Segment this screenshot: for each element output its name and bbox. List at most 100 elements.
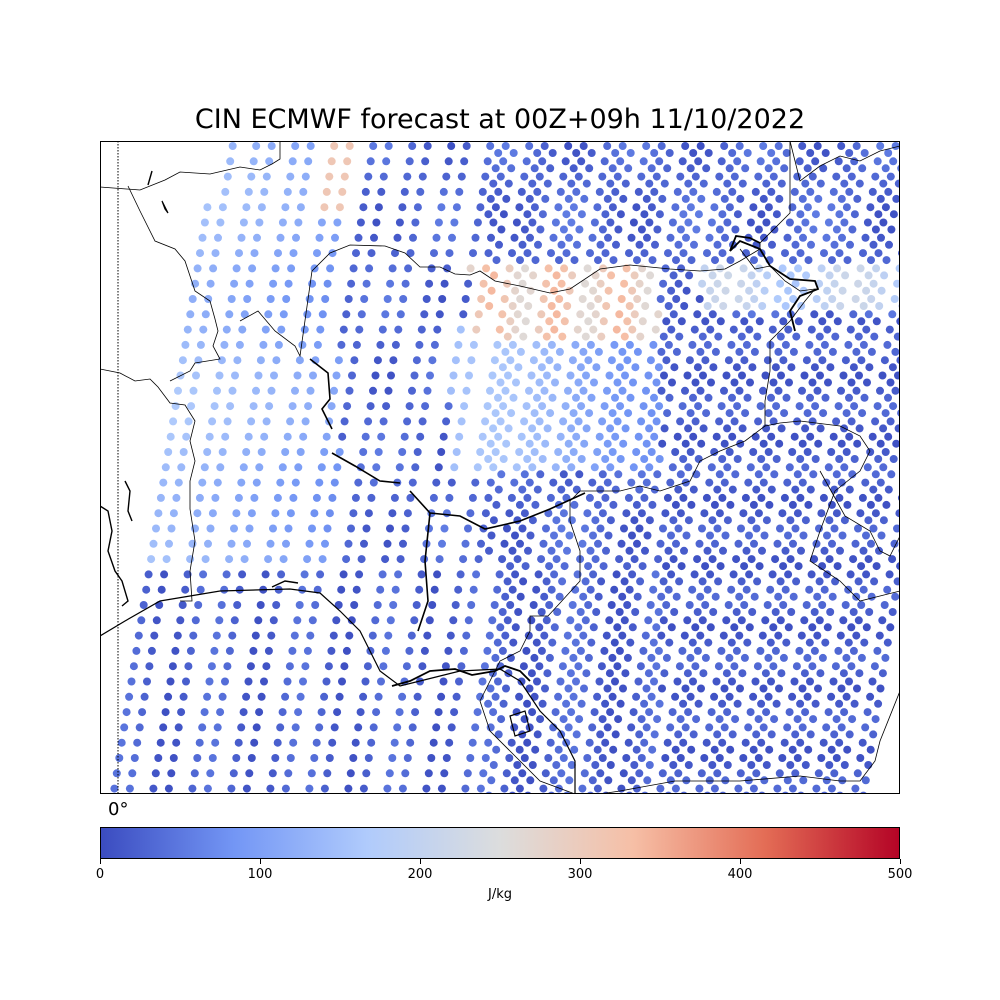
cin-grid-point xyxy=(591,310,600,319)
cin-grid-point xyxy=(504,179,513,188)
cin-grid-point xyxy=(663,493,672,502)
cin-grid-point xyxy=(283,432,292,441)
cin-grid-point xyxy=(582,424,591,433)
cin-grid-point xyxy=(861,776,870,785)
cin-grid-point xyxy=(850,699,859,708)
cin-grid-point xyxy=(206,769,215,778)
cin-grid-point xyxy=(400,432,409,441)
cin-grid-point xyxy=(401,769,410,778)
cin-grid-point xyxy=(632,448,641,456)
cin-grid-point xyxy=(813,631,822,640)
cin-grid-point xyxy=(869,240,878,249)
cin-grid-point xyxy=(204,295,213,303)
cin-grid-point xyxy=(537,363,546,372)
cin-grid-point xyxy=(658,194,667,203)
cin-grid-point xyxy=(727,340,736,349)
cin-grid-point xyxy=(827,203,836,212)
cin-grid-point xyxy=(507,164,516,173)
cin-grid-point xyxy=(643,531,652,540)
cin-grid-point xyxy=(731,715,740,724)
cin-grid-point xyxy=(876,439,885,448)
cin-grid-point xyxy=(805,585,814,594)
cin-grid-point xyxy=(807,240,815,249)
colorbar-tick xyxy=(259,859,261,864)
cin-grid-point xyxy=(393,723,402,732)
cin-grid-point xyxy=(492,500,501,509)
cin-grid-point xyxy=(230,616,239,625)
cin-grid-point xyxy=(592,363,601,372)
cin-grid-point xyxy=(552,516,561,525)
cin-grid-point xyxy=(174,478,183,487)
cin-grid-point xyxy=(243,295,252,303)
cin-grid-point xyxy=(720,386,728,395)
cin-grid-point xyxy=(601,210,610,219)
cin-grid-point xyxy=(823,623,832,632)
cin-grid-point xyxy=(496,417,505,426)
cin-grid-point xyxy=(459,646,468,655)
cin-grid-point xyxy=(631,363,640,372)
cin-grid-point xyxy=(296,203,305,212)
cin-grid-point xyxy=(837,723,846,732)
cin-grid-point xyxy=(499,402,508,411)
cin-grid-point xyxy=(872,562,881,571)
cin-grid-point xyxy=(788,448,797,456)
cin-grid-point xyxy=(876,684,885,693)
cin-grid-point xyxy=(749,745,758,754)
cin-grid-point xyxy=(850,402,859,411)
cin-grid-point xyxy=(681,439,690,448)
cin-grid-point xyxy=(840,516,849,525)
cin-grid-point xyxy=(229,769,238,778)
cin-grid-point xyxy=(628,623,637,632)
cin-grid-point xyxy=(490,356,499,365)
cin-grid-point xyxy=(680,791,688,794)
cin-grid-point xyxy=(218,692,227,701)
cin-grid-point xyxy=(778,264,787,273)
cin-grid-point xyxy=(698,616,707,625)
cin-grid-point xyxy=(647,203,656,212)
cin-grid-point xyxy=(629,463,638,472)
cin-grid-point xyxy=(752,769,761,778)
map-panel[interactable] xyxy=(100,141,900,794)
cin-grid-point xyxy=(689,187,698,196)
cin-grid-point xyxy=(360,539,368,548)
cin-grid-point xyxy=(318,310,327,319)
cin-grid-point xyxy=(861,478,870,487)
cin-grid-point xyxy=(832,172,841,181)
cin-grid-point xyxy=(564,723,573,732)
cin-grid-point xyxy=(775,769,784,778)
cin-grid-point xyxy=(615,363,624,372)
cin-grid-point xyxy=(628,570,637,579)
cin-grid-point xyxy=(401,524,410,533)
cin-grid-point xyxy=(560,317,569,326)
cin-grid-point xyxy=(393,233,402,242)
cin-grid-point xyxy=(517,187,526,196)
cin-grid-point xyxy=(717,646,726,655)
cin-grid-point xyxy=(865,363,874,372)
cin-grid-point xyxy=(658,439,667,448)
cin-grid-point xyxy=(545,317,554,326)
cin-grid-point xyxy=(509,393,518,402)
colorbar-tick xyxy=(99,859,101,864)
cin-grid-point xyxy=(534,240,542,249)
cin-grid-point xyxy=(669,271,678,280)
cin-grid-point xyxy=(396,310,405,319)
cin-grid-point xyxy=(305,784,314,793)
cin-grid-point xyxy=(869,730,878,739)
cin-grid-point xyxy=(564,439,573,448)
cin-grid-point xyxy=(562,455,571,463)
cin-grid-point xyxy=(578,539,587,548)
cin-grid-point xyxy=(699,371,707,380)
cin-grid-point xyxy=(571,638,580,647)
cin-grid-point xyxy=(760,286,769,295)
cin-grid-point xyxy=(751,432,760,441)
cin-grid-point xyxy=(785,708,794,717)
cin-grid-point xyxy=(863,463,872,472)
cin-grid-point xyxy=(208,417,217,426)
cin-grid-point xyxy=(250,738,259,747)
cin-grid-point xyxy=(251,631,260,640)
cin-grid-point xyxy=(835,249,844,258)
cin-grid-point xyxy=(622,509,631,518)
cin-grid-point xyxy=(687,256,696,265)
cin-grid-point xyxy=(555,295,564,303)
cin-grid-point xyxy=(293,616,302,625)
